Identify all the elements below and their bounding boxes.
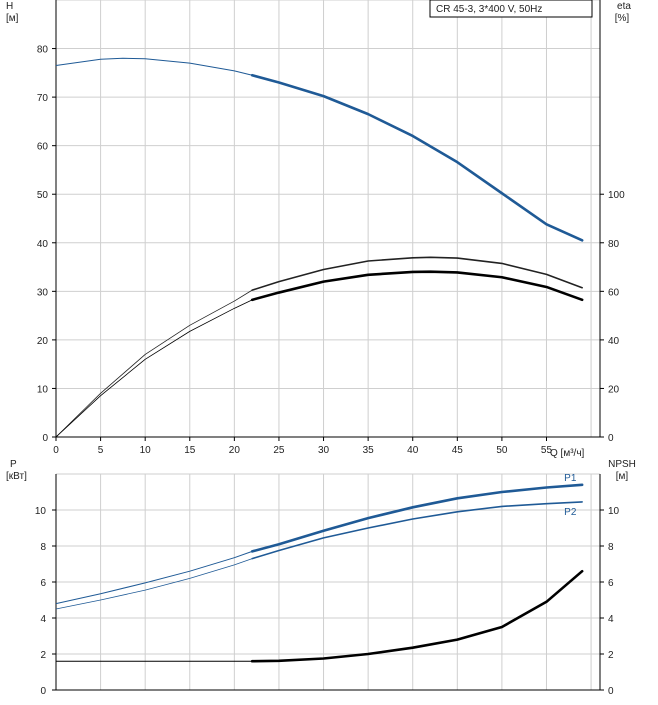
p1-curve-extended	[55, 550, 253, 605]
eta-tick-label: 60	[608, 287, 620, 298]
legend-box-text: CR 45-3, 3*400 V, 50Hz	[436, 4, 542, 15]
eta-tick-label: 0	[608, 433, 614, 444]
x-tick-label: 5	[98, 445, 104, 456]
eta-tick-label: 80	[608, 239, 620, 250]
npsh-tick-label: 8	[608, 542, 614, 553]
p2-curve-extended	[55, 558, 253, 610]
eta-total-curve	[250, 270, 584, 302]
eta-pump-curve	[251, 256, 583, 291]
h-tick-label: 70	[37, 93, 49, 104]
x-tick-label: 0	[53, 445, 59, 456]
npsh-tick-label: 2	[608, 650, 614, 661]
x-tick-label: 40	[407, 445, 419, 456]
legend-box	[429, 0, 593, 18]
p-tick-label: 4	[40, 614, 46, 625]
eta-axis-unit: [%]	[615, 13, 630, 24]
p2-curve	[251, 501, 583, 560]
x-tick-label: 20	[229, 445, 241, 456]
x-tick-label: 25	[273, 445, 285, 456]
h-tick-label: 20	[37, 336, 49, 347]
npsh-curve	[250, 569, 584, 663]
h-tick-label: 50	[37, 190, 49, 201]
eta-total-curve-extended	[55, 299, 253, 438]
eta-tick-label: 100	[608, 190, 625, 201]
x-tick-label: 55	[541, 445, 553, 456]
h-axis-unit: [м]	[6, 13, 19, 24]
x-tick-label: 15	[184, 445, 196, 456]
npsh-axis-title: NPSH	[608, 459, 636, 470]
npsh-axis-unit: [м]	[616, 471, 629, 482]
x-tick-label: 35	[363, 445, 375, 456]
p-axis-unit: [кВт]	[6, 471, 27, 482]
eta-tick-label: 40	[608, 336, 620, 347]
p-tick-label: 2	[40, 650, 46, 661]
p-tick-label: 10	[35, 506, 47, 517]
npsh-tick-label: 6	[608, 578, 614, 589]
x-tick-label: 30	[318, 445, 330, 456]
h-axis-title: H	[6, 1, 13, 12]
p1-series-label: P1	[564, 473, 577, 484]
x-tick-label: 45	[452, 445, 464, 456]
p2-series-label: P2	[564, 507, 577, 518]
p-tick-label: 0	[40, 686, 46, 697]
h-tick-label: 80	[37, 45, 49, 56]
head-curve-extended	[55, 57, 253, 76]
npsh-tick-label: 10	[608, 506, 620, 517]
h-tick-label: 40	[37, 239, 49, 250]
p1-curve	[250, 483, 584, 553]
eta-pump-curve-extended	[55, 289, 253, 438]
p-tick-label: 8	[40, 542, 46, 553]
npsh-tick-label: 0	[608, 686, 614, 697]
x-tick-label: 50	[496, 445, 508, 456]
p-tick-label: 6	[40, 578, 46, 589]
x-tick-label: 10	[140, 445, 152, 456]
eta-tick-label: 20	[608, 384, 620, 395]
p-axis-title: P	[10, 459, 17, 470]
eta-axis-title: eta	[617, 1, 631, 12]
h-tick-label: 0	[42, 433, 48, 444]
h-tick-label: 10	[37, 384, 49, 395]
h-tick-label: 30	[37, 287, 49, 298]
h-tick-label: 60	[37, 142, 49, 153]
head-curve	[250, 73, 584, 242]
npsh-tick-label: 4	[608, 614, 614, 625]
q-axis-label: Q [м³/ч]	[550, 448, 585, 459]
